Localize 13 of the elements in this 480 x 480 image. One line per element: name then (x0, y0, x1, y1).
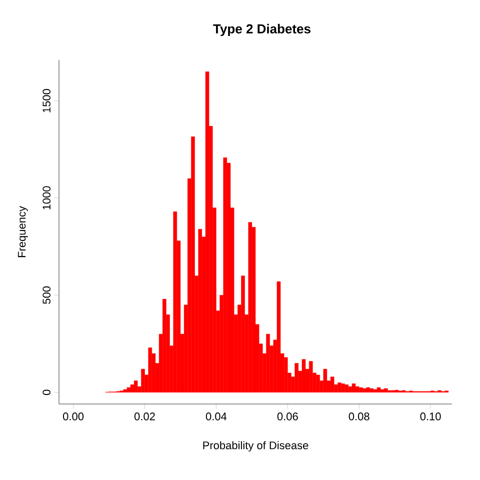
y-tick-label: 500 (42, 286, 50, 304)
y-tick-label: 0 (42, 390, 50, 395)
y-tick-label: 1000 (42, 186, 50, 210)
x-tick-label: 0.08 (348, 412, 370, 420)
x-axis-title: Probability of Disease (203, 441, 308, 452)
x-tick-label: 0.02 (134, 412, 155, 420)
y-tick-label: 1500 (42, 89, 50, 112)
y-axis-title: Frequency (18, 206, 28, 258)
chart-title: Type 2 Diabetes (213, 24, 310, 36)
x-tick-label: 0.10 (420, 412, 441, 420)
x-tick-label: 0.04 (206, 412, 227, 420)
x-tick-label: 0.00 (63, 412, 84, 420)
x-tick-label: 0.06 (277, 412, 298, 420)
